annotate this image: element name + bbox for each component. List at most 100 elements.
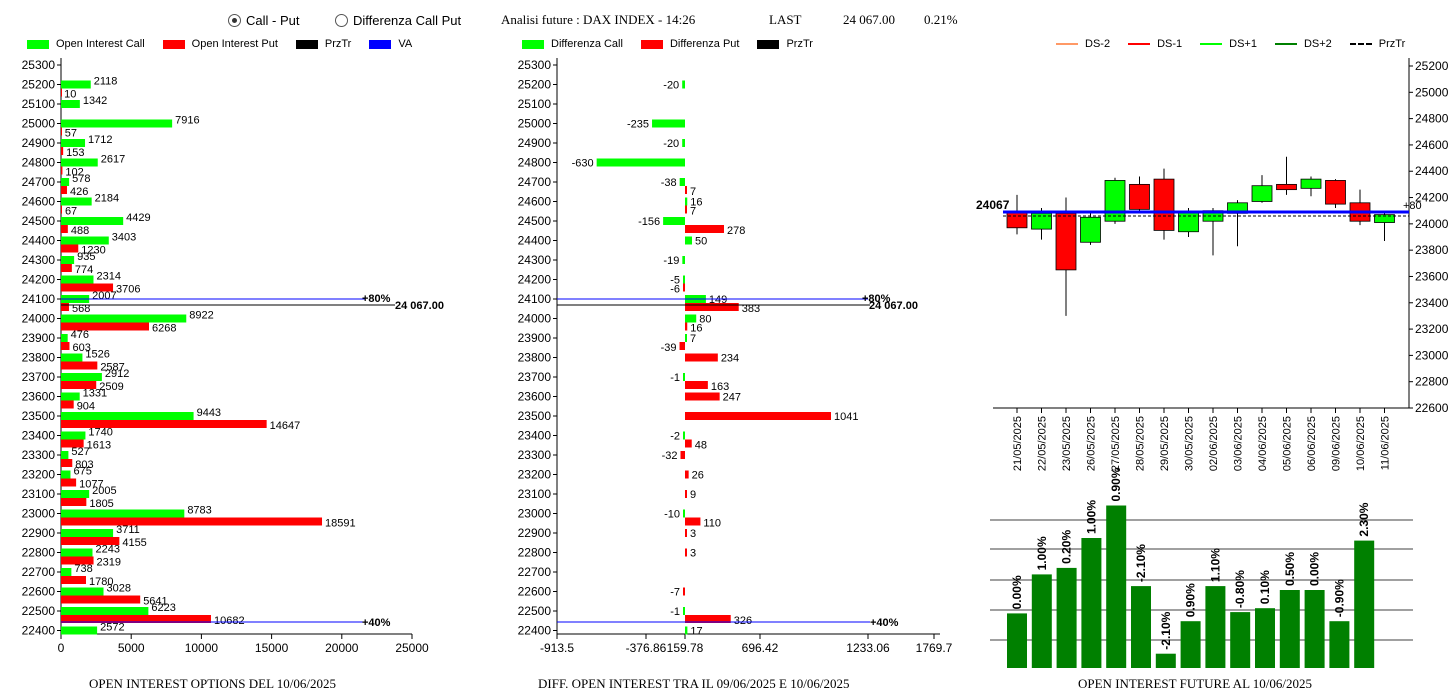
future-bar-label: -2.10% bbox=[1134, 544, 1148, 582]
left-call-label: 6223 bbox=[151, 602, 175, 614]
candle-body bbox=[1374, 214, 1395, 223]
mid-call-label: 50 bbox=[695, 236, 707, 248]
mid-call-bar bbox=[683, 431, 685, 440]
radio-call-put[interactable]: Call - Put bbox=[228, 13, 299, 28]
future-bar bbox=[1081, 538, 1102, 668]
left-put-label: 2509 bbox=[99, 381, 123, 393]
candle-body bbox=[1055, 212, 1077, 271]
left-put-bar bbox=[61, 400, 74, 409]
left-put-bar bbox=[61, 303, 69, 311]
left-put-bar bbox=[61, 420, 267, 428]
legend-ds+1: DS+1 bbox=[1229, 38, 1257, 50]
mid-strike-label: 23300 bbox=[518, 448, 552, 462]
left-put-bar bbox=[61, 595, 141, 604]
candle-body bbox=[1276, 183, 1297, 191]
left-call-label: 1526 bbox=[85, 349, 109, 361]
mid-strike-label: 23800 bbox=[518, 351, 552, 365]
left-call-bar bbox=[61, 607, 149, 615]
left-strike-label: 22600 bbox=[22, 585, 56, 599]
left-put-bar bbox=[61, 517, 323, 526]
mid-put-bar bbox=[680, 451, 685, 459]
mid-va-low-label: +40% bbox=[870, 617, 899, 629]
footer-mid: DIFF. OPEN INTEREST TRA IL 09/06/2025 E … bbox=[538, 676, 850, 691]
left-put-bar bbox=[61, 166, 63, 175]
left-call-bar bbox=[61, 412, 194, 420]
legend-diff-put: Differenza Put bbox=[669, 38, 740, 50]
mid-x-tick-label: 696.42 bbox=[742, 641, 779, 655]
left-call-label: 2243 bbox=[95, 544, 119, 556]
mid-call-bar bbox=[679, 178, 685, 186]
left-put-bar bbox=[61, 322, 150, 331]
left-call-bar bbox=[61, 158, 98, 167]
candle-date-label: 03/06/2025 bbox=[1233, 416, 1245, 471]
left-put-bar bbox=[61, 439, 84, 448]
left-put-bar bbox=[61, 244, 79, 253]
left-call-bar bbox=[61, 509, 185, 518]
mid-call-bar bbox=[663, 217, 685, 225]
left-strike-label: 22500 bbox=[22, 604, 56, 618]
mid-put-label: 3 bbox=[690, 528, 696, 540]
left-put-bar bbox=[61, 537, 120, 545]
left-put-label: 488 bbox=[71, 225, 89, 237]
left-put-label: 904 bbox=[77, 401, 95, 413]
candle-date-label: 28/05/2025 bbox=[1135, 416, 1147, 471]
mid-strike-label: 23400 bbox=[518, 429, 552, 443]
candle-date-label: 09/06/2025 bbox=[1331, 416, 1343, 471]
left-strike-label: 24900 bbox=[22, 136, 56, 150]
left-x-tick-label: 10000 bbox=[185, 641, 219, 655]
mid-call-bar bbox=[685, 236, 693, 245]
candle-y-tick-label: 23400 bbox=[1415, 296, 1449, 310]
mid-call-label: -5 bbox=[670, 275, 680, 287]
future-bar-label: 0.90% bbox=[1109, 467, 1123, 501]
mid-put-bar bbox=[685, 439, 692, 448]
left-call-label: 1740 bbox=[88, 427, 112, 439]
mid-va-high-label: +80% bbox=[862, 293, 891, 305]
candle-date-label: 06/06/2025 bbox=[1306, 416, 1318, 471]
left-call-label: 7916 bbox=[175, 115, 199, 127]
mid-x-tick-label: 159.78 bbox=[667, 641, 704, 655]
left-put-bar bbox=[61, 147, 64, 155]
mid-strike-label: 22700 bbox=[518, 565, 552, 579]
left-call-label: 9443 bbox=[197, 407, 221, 419]
mid-strike-label: 23900 bbox=[518, 331, 552, 345]
left-strike-label: 22700 bbox=[22, 565, 56, 579]
left-call-bar bbox=[61, 529, 114, 537]
left-call-bar bbox=[61, 197, 92, 206]
left-put-bar bbox=[61, 459, 73, 467]
future-bar-label: -2.10% bbox=[1159, 611, 1173, 649]
mid-put-label: 1041 bbox=[834, 411, 858, 423]
left-strike-label: 24400 bbox=[22, 234, 56, 248]
mid-put-label: 9 bbox=[690, 489, 696, 501]
mid-strike-label: 24800 bbox=[518, 156, 552, 170]
mid-strike-label: 24900 bbox=[518, 136, 552, 150]
mid-call-bar bbox=[685, 314, 697, 323]
left-strike-label: 23400 bbox=[22, 429, 56, 443]
left-call-bar bbox=[61, 119, 173, 128]
left-strike-label: 23700 bbox=[22, 370, 56, 384]
mid-call-label: -19 bbox=[663, 255, 679, 267]
mid-put-bar bbox=[683, 587, 685, 596]
mid-put-label: 16 bbox=[690, 323, 702, 335]
left-price-label: 24 067.00 bbox=[395, 300, 444, 312]
left-put-label: 603 bbox=[72, 342, 90, 354]
mid-strike-label: 24400 bbox=[518, 234, 552, 248]
mid-call-bar bbox=[682, 80, 685, 89]
candle-date-label: 10/06/2025 bbox=[1355, 416, 1367, 471]
candle-date-label: 21/05/2025 bbox=[1012, 416, 1024, 471]
left-call-label: 2184 bbox=[95, 193, 119, 205]
left-put-label: 774 bbox=[75, 264, 93, 276]
mid-x-tick-label: 1233.06 bbox=[846, 641, 890, 655]
left-call-label: 2314 bbox=[96, 271, 120, 283]
mid-call-label: -20 bbox=[663, 80, 679, 92]
candle-y-tick-label: 23600 bbox=[1415, 269, 1449, 283]
legend-right: DS-2 DS-1 DS+1 DS+2 PrzTr bbox=[1056, 38, 1423, 50]
mid-put-bar bbox=[685, 529, 687, 537]
mid-put-bar bbox=[685, 303, 739, 311]
last-label: LAST bbox=[769, 12, 802, 27]
left-strike-label: 24700 bbox=[22, 175, 56, 189]
left-strike-label: 24800 bbox=[22, 156, 56, 170]
future-bar bbox=[1131, 586, 1151, 668]
left-call-label: 8783 bbox=[187, 505, 211, 517]
radio-differenza[interactable]: Differenza Call Put bbox=[335, 13, 461, 28]
future-bar bbox=[1354, 540, 1375, 668]
